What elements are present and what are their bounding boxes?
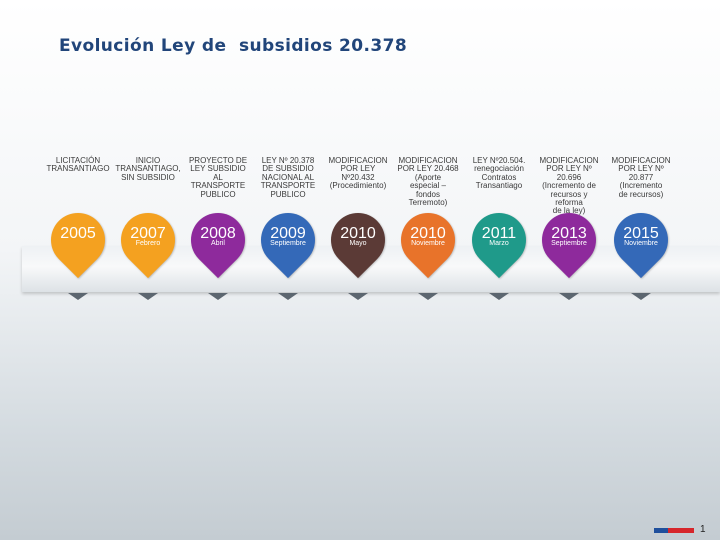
timeline-pointer-icon [138, 293, 158, 300]
timeline-pointer-icon [208, 293, 228, 300]
milestone-year: 2010 [340, 225, 376, 242]
timeline-pointer-icon [348, 293, 368, 300]
milestone-year: 2015 [623, 225, 659, 242]
milestone-description: MODIFICACION POR LEY Nº20.432 (Procedimi… [328, 156, 388, 191]
milestone-month: Febrero [135, 240, 161, 247]
timeline-pointer-icon [418, 293, 438, 300]
milestone-month: Noviembre [624, 240, 658, 247]
milestone-month: Noviembre [411, 240, 445, 247]
milestone-year: 2010 [410, 225, 446, 242]
chile-flag-bar [654, 528, 694, 533]
timeline-pointer-icon [68, 293, 88, 300]
milestone-month: Marzo [489, 240, 509, 247]
milestone-month: Mayo [349, 240, 367, 247]
timeline-pointer-icon [559, 293, 579, 300]
page-number: 1 [700, 524, 706, 535]
milestone-description: MODIFICACION POR LEY Nº 20.696 (Incremen… [539, 156, 599, 216]
milestone-year: 2011 [481, 225, 517, 242]
timeline-pointer-icon [631, 293, 651, 300]
milestone-description: LICITACIÓN TRANSANTIAGO [46, 156, 110, 174]
timeline-pointer-icon [278, 293, 298, 300]
milestone-description: PROYECTO DE LEY SUBSIDIO AL TRANSPORTE P… [188, 156, 248, 199]
milestone-year: 2009 [270, 225, 306, 242]
milestone-year: 2013 [551, 225, 587, 242]
milestone-year: 2008 [200, 225, 236, 242]
timeline-pointer-icon [489, 293, 509, 300]
milestone-description: LEY Nº 20.378 DE SUBSIDIO NACIONAL AL TR… [260, 156, 316, 199]
milestone-description: LEY Nº20.504. renegociación Contratos Tr… [472, 156, 526, 191]
milestone-month: Abril [210, 240, 225, 247]
milestone-year: 2007 [130, 225, 166, 242]
milestone-description: MODIFICACION POR LEY Nº 20.877 (Incremen… [611, 156, 671, 199]
milestone-month: Septiembre [551, 240, 587, 247]
milestone-year: 2005 [60, 225, 96, 242]
slide-title: Evolución Ley de subsidios 20.378 [59, 36, 408, 56]
milestone-month: Septiembre [270, 240, 306, 247]
milestone-description: MODIFICACION POR LEY 20.468 (Aporte espe… [397, 156, 459, 208]
milestone-description: INICIO TRANSANTIAGO, SIN SUBSIDIO [115, 156, 181, 182]
